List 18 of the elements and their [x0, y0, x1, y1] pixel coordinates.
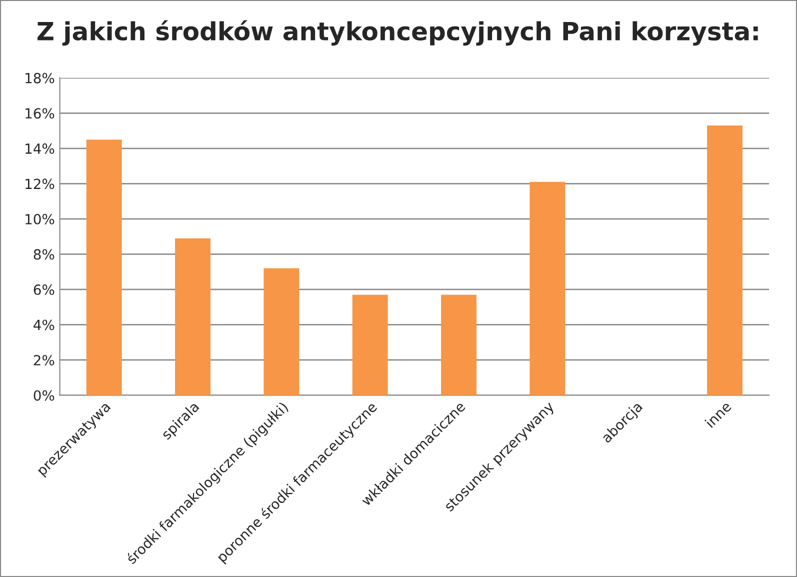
bar	[86, 140, 122, 396]
y-tick-label: 4%	[34, 320, 54, 330]
y-tick-label: 18%	[26, 72, 54, 84]
y-tick-label: 14%	[26, 143, 54, 154]
y-tick-label: 0%	[34, 390, 54, 401]
chart-title: Z jakich środków antykoncepcyjnych Pani korzysta:	[37, 20, 758, 46]
bar	[352, 294, 388, 396]
y-tick-label: 10%	[26, 214, 54, 224]
bar	[175, 238, 211, 396]
bar	[264, 268, 300, 396]
y-tick-label: 6%	[34, 284, 54, 295]
y-tick-label: 16%	[26, 108, 54, 119]
y-tick-label: 2%	[34, 354, 54, 366]
y-tick-label: 8%	[34, 249, 54, 260]
bar	[530, 182, 566, 396]
y-tick-label: 12%	[26, 178, 54, 190]
bar	[707, 126, 743, 396]
bar	[441, 294, 477, 396]
